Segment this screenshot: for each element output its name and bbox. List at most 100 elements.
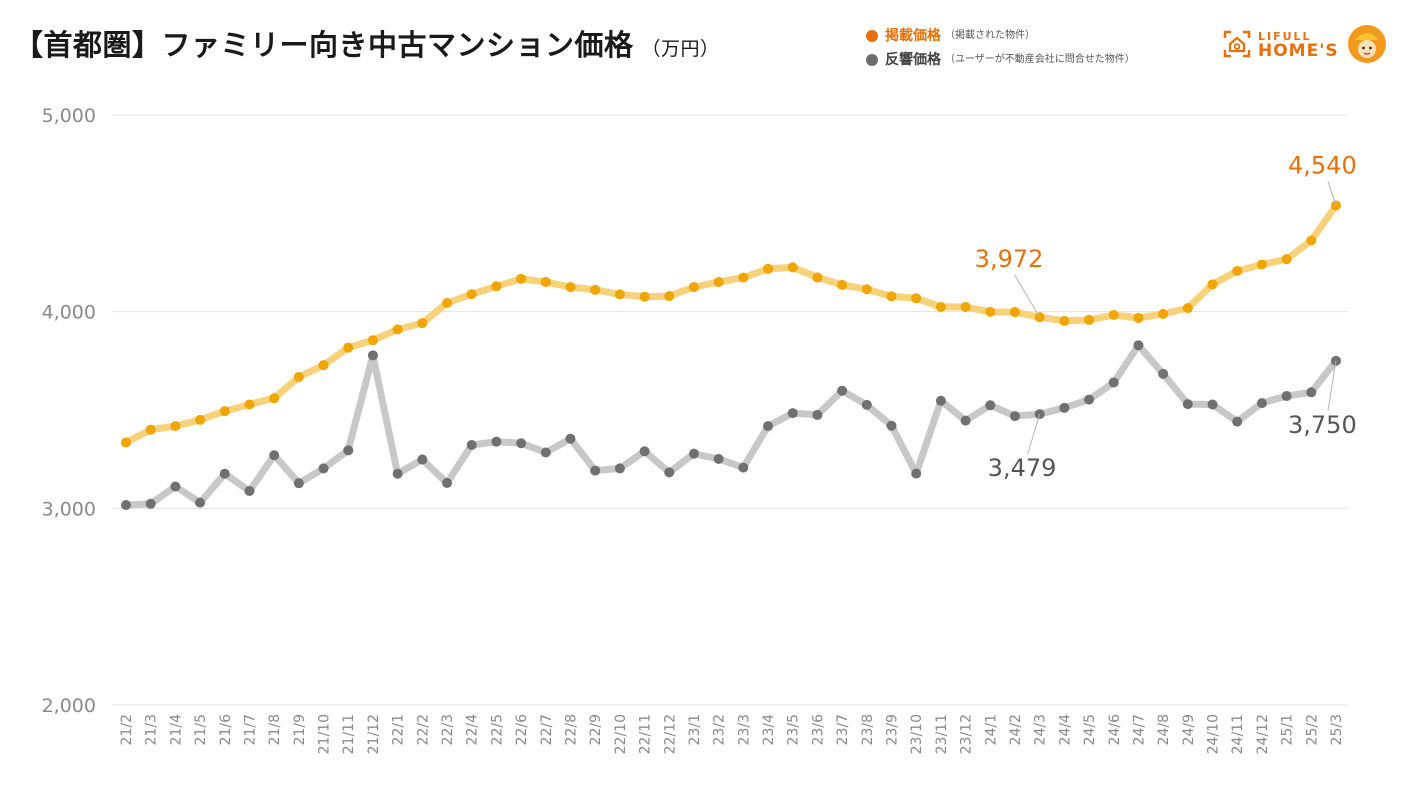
x-tick-label: 21/8 bbox=[267, 714, 283, 745]
legend-note-inquiry: （ユーザーが不動産会社に問合せた物件） bbox=[945, 54, 1135, 65]
data-point bbox=[516, 438, 527, 449]
data-point bbox=[318, 360, 329, 371]
x-tick-label: 23/10 bbox=[909, 714, 925, 754]
legend-label-listing: 掲載価格 bbox=[885, 28, 941, 44]
legend-label-inquiry: 反響価格 bbox=[885, 52, 941, 68]
x-tick-label: 21/10 bbox=[317, 714, 333, 754]
data-point bbox=[1133, 312, 1144, 323]
x-tick-label: 23/8 bbox=[860, 714, 876, 745]
legend-note-listing: （掲載された物件） bbox=[945, 30, 1035, 41]
chart-title-text: 【首都圏】ファミリー向き中古マンション価格 bbox=[14, 28, 634, 62]
y-tick-label: 2,000 bbox=[42, 695, 96, 717]
x-tick-label: 22/11 bbox=[638, 714, 654, 754]
x-tick-label: 23/12 bbox=[959, 714, 975, 754]
x-tick-label: 21/11 bbox=[341, 714, 357, 754]
data-point bbox=[911, 293, 922, 304]
data-point bbox=[1207, 279, 1218, 290]
data-point bbox=[985, 400, 996, 411]
legend-item-inquiry: 反響価格 （ユーザーが不動産会社に問合せた物件） bbox=[866, 48, 1135, 72]
y-tick-label: 4,000 bbox=[42, 302, 96, 324]
data-point bbox=[1207, 399, 1218, 410]
mascot-icon bbox=[1347, 25, 1386, 63]
x-tick-label: 23/7 bbox=[835, 714, 851, 745]
data-point bbox=[417, 454, 428, 465]
data-point bbox=[787, 262, 798, 273]
y-axis: 2,000 3,000 4,000 5,000 bbox=[42, 105, 96, 717]
data-point bbox=[886, 420, 897, 431]
data-point bbox=[812, 409, 823, 420]
data-point bbox=[195, 414, 206, 425]
x-tick-label: 24/2 bbox=[1008, 714, 1024, 745]
x-tick-label: 22/6 bbox=[514, 714, 530, 746]
data-point bbox=[763, 263, 774, 274]
chart-unit: （万円） bbox=[641, 38, 720, 60]
x-tick-label: 24/9 bbox=[1181, 714, 1197, 745]
data-point bbox=[367, 335, 378, 346]
data-point bbox=[713, 453, 724, 464]
x-tick-label: 22/8 bbox=[563, 714, 579, 745]
data-point bbox=[392, 324, 403, 335]
series-layer bbox=[121, 200, 1341, 510]
x-tick-label: 23/5 bbox=[786, 714, 802, 745]
data-point bbox=[1281, 391, 1292, 402]
data-point bbox=[491, 436, 502, 447]
x-tick-label: 22/12 bbox=[662, 714, 678, 754]
x-tick-label: 21/7 bbox=[242, 714, 258, 745]
data-point bbox=[170, 481, 181, 492]
x-tick-label: 24/1 bbox=[983, 714, 999, 745]
data-point bbox=[565, 282, 576, 293]
x-tick-label: 24/4 bbox=[1057, 714, 1073, 746]
data-point bbox=[269, 393, 280, 404]
data-point bbox=[1182, 399, 1193, 410]
data-point bbox=[145, 424, 156, 435]
x-tick-label: 21/12 bbox=[366, 714, 382, 754]
data-point bbox=[837, 385, 848, 396]
x-tick-label: 24/10 bbox=[1206, 714, 1222, 754]
annotation-leader bbox=[1014, 274, 1041, 318]
x-tick-label: 22/4 bbox=[465, 714, 481, 746]
x-tick-label: 21/3 bbox=[144, 714, 160, 745]
grid bbox=[112, 114, 1348, 706]
x-tick-label: 24/5 bbox=[1082, 714, 1098, 745]
y-tick-label: 5,000 bbox=[42, 105, 96, 127]
data-point bbox=[1084, 314, 1095, 325]
data-point bbox=[367, 350, 378, 361]
data-point bbox=[121, 499, 131, 510]
legend-marker-listing bbox=[866, 30, 878, 42]
data-point bbox=[466, 289, 477, 300]
data-point bbox=[195, 497, 206, 508]
x-tick-label: 21/9 bbox=[292, 714, 308, 745]
data-point bbox=[565, 433, 576, 444]
x-tick-label: 22/3 bbox=[440, 714, 456, 745]
data-point bbox=[1306, 387, 1317, 398]
data-point bbox=[1256, 398, 1267, 409]
annotation-layer: 3,972 4,540 3,479 3,750 bbox=[975, 151, 1357, 482]
data-point bbox=[219, 406, 230, 417]
x-tick-label: 23/6 bbox=[810, 714, 826, 746]
data-point bbox=[1158, 368, 1169, 379]
data-point bbox=[318, 463, 329, 474]
logo-line2: HOME'S bbox=[1258, 41, 1339, 61]
data-point bbox=[269, 450, 280, 461]
y-tick-label: 3,000 bbox=[42, 498, 96, 520]
data-point bbox=[763, 421, 774, 432]
legend-item-listing: 掲載価格 （掲載された物件） bbox=[866, 24, 1135, 48]
data-point bbox=[466, 440, 477, 451]
logo-line1: LIFULL bbox=[1258, 30, 1312, 43]
x-tick-label: 25/2 bbox=[1304, 714, 1320, 745]
data-point bbox=[664, 467, 675, 478]
x-tick-label: 21/6 bbox=[218, 714, 234, 746]
data-point bbox=[935, 301, 946, 312]
data-point bbox=[911, 468, 922, 479]
data-point bbox=[170, 421, 181, 432]
annotation-leader bbox=[1327, 181, 1337, 206]
data-point bbox=[886, 291, 897, 302]
x-tick-label: 24/7 bbox=[1131, 714, 1147, 745]
data-label: 3,750 bbox=[1288, 411, 1357, 439]
data-point bbox=[1306, 235, 1317, 246]
data-point bbox=[1009, 411, 1020, 422]
data-point bbox=[639, 291, 650, 302]
data-point bbox=[121, 437, 131, 448]
data-point bbox=[343, 342, 354, 353]
x-tick-label: 25/3 bbox=[1329, 714, 1345, 745]
